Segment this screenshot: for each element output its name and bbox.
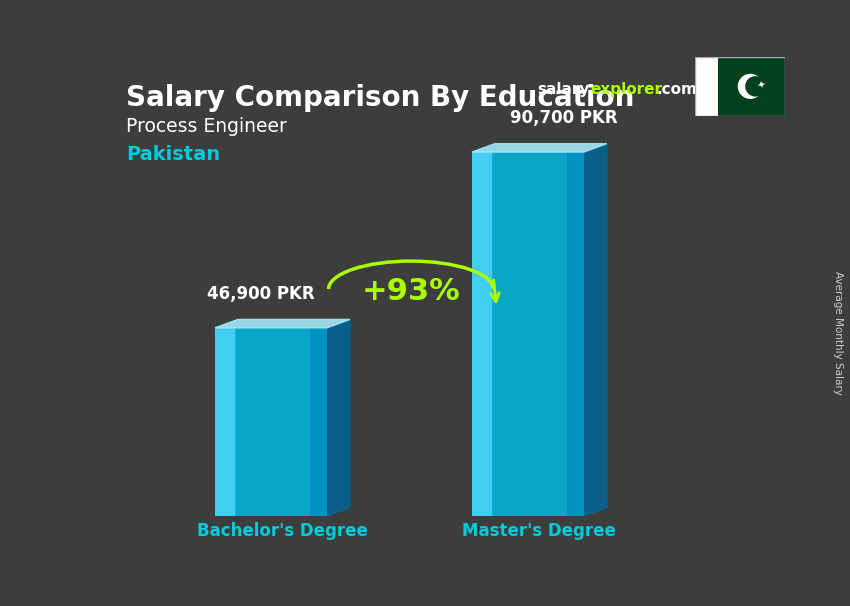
Text: ✦: ✦ [756, 80, 767, 92]
Bar [215, 328, 235, 516]
Text: 90,700 PKR: 90,700 PKR [510, 109, 618, 127]
Polygon shape [327, 319, 350, 516]
Bar [215, 328, 327, 516]
Circle shape [746, 77, 765, 96]
Text: Process Engineer: Process Engineer [126, 117, 287, 136]
Text: Pakistan: Pakistan [126, 145, 220, 164]
Text: salary: salary [538, 82, 590, 97]
Polygon shape [584, 144, 607, 516]
Bar [472, 152, 584, 516]
Bar [310, 328, 327, 516]
Polygon shape [472, 144, 607, 152]
Text: Bachelor's Degree: Bachelor's Degree [197, 522, 368, 539]
Text: Average Monthly Salary: Average Monthly Salary [833, 271, 843, 395]
Polygon shape [215, 319, 350, 328]
Bar [717, 56, 785, 116]
Text: Master's Degree: Master's Degree [462, 522, 616, 539]
Bar [472, 152, 492, 516]
Text: 46,900 PKR: 46,900 PKR [207, 285, 314, 303]
Text: Salary Comparison By Education: Salary Comparison By Education [126, 84, 634, 112]
Text: .com: .com [656, 82, 697, 97]
Circle shape [739, 75, 762, 98]
Text: +93%: +93% [361, 277, 461, 306]
Text: explorer: explorer [591, 82, 662, 97]
Bar [695, 56, 717, 116]
Bar [567, 152, 584, 516]
